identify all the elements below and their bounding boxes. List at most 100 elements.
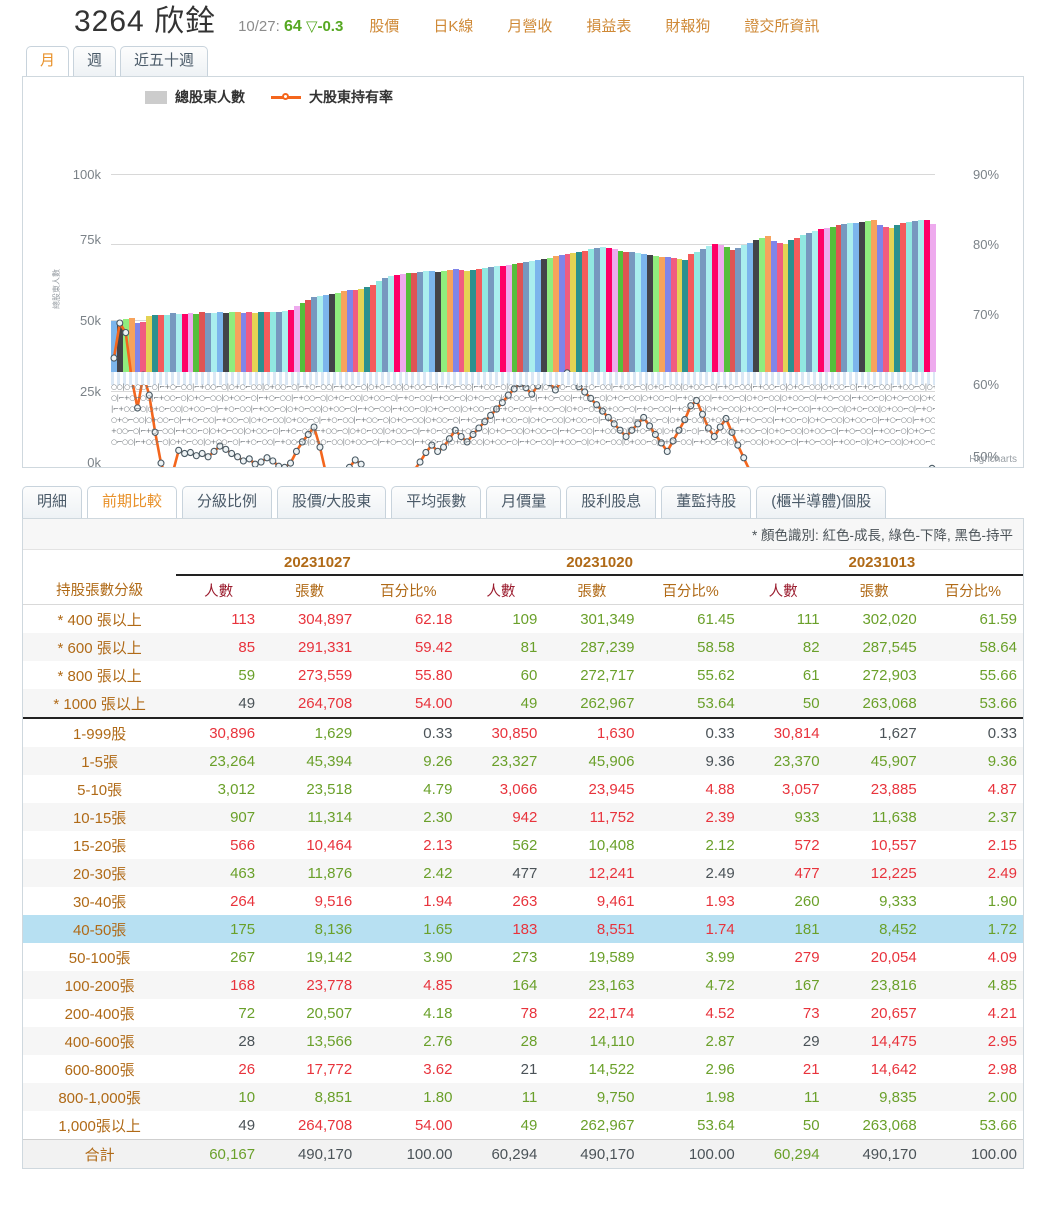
bar-column[interactable] <box>664 257 671 372</box>
nav-link-statementdog[interactable]: 財報狗 <box>665 18 711 35</box>
line-marker[interactable] <box>435 448 441 454</box>
bar-column[interactable] <box>399 274 406 372</box>
bar-column[interactable] <box>281 311 288 372</box>
detail-tab-3[interactable]: 股價/大股東 <box>277 486 387 518</box>
line-marker[interactable] <box>111 355 117 361</box>
line-marker[interactable] <box>482 419 488 425</box>
line-marker[interactable] <box>735 442 741 448</box>
bar-column[interactable] <box>617 250 624 372</box>
bar-column[interactable] <box>175 313 182 372</box>
line-marker[interactable] <box>417 459 423 465</box>
bar-column[interactable] <box>122 318 129 372</box>
bar-column[interactable] <box>417 272 424 372</box>
bar-column[interactable] <box>647 254 653 372</box>
bar-column[interactable] <box>434 271 441 372</box>
bar-column[interactable] <box>582 250 589 372</box>
bar-column[interactable] <box>605 248 612 372</box>
bar-column[interactable] <box>535 259 542 372</box>
line-marker[interactable] <box>199 450 205 456</box>
bar-column[interactable] <box>405 273 412 372</box>
line-marker[interactable] <box>652 431 658 437</box>
bar-column[interactable] <box>641 254 648 372</box>
line-marker[interactable] <box>182 450 188 456</box>
line-marker[interactable] <box>464 439 470 445</box>
bar-column[interactable] <box>817 229 824 372</box>
line-marker[interactable] <box>700 411 706 417</box>
tab-last-50-weeks[interactable]: 近五十週 <box>120 46 209 76</box>
bar-column[interactable] <box>652 255 659 372</box>
bar-column[interactable] <box>594 248 600 372</box>
bar-column[interactable] <box>488 267 494 372</box>
bar-column[interactable] <box>794 237 801 372</box>
bar-column[interactable] <box>358 288 365 372</box>
line-marker[interactable] <box>747 467 753 468</box>
line-marker[interactable] <box>599 408 605 414</box>
table-row[interactable]: 20-30張 463 11,876 2.42 477 12,241 2.49 477 12,22… <box>23 859 1023 887</box>
line-marker[interactable] <box>252 461 258 467</box>
bar-column[interactable] <box>758 237 765 372</box>
line-marker[interactable] <box>446 436 452 442</box>
bar-column[interactable] <box>505 264 512 372</box>
bar-column[interactable] <box>287 309 294 372</box>
bar-column[interactable] <box>258 312 265 372</box>
line-marker[interactable] <box>135 405 141 411</box>
line-marker[interactable] <box>193 453 199 459</box>
line-marker[interactable] <box>588 395 594 401</box>
table-row[interactable]: 40-50張 175 8,136 1.65 183 8,551 1.74 181 8,452 1.… <box>23 915 1023 943</box>
table-row[interactable]: 400-600張 28 13,566 2.76 28 14,110 2.87 29 14,475… <box>23 1027 1023 1055</box>
bar-column[interactable] <box>352 289 359 372</box>
bar-column[interactable] <box>776 242 783 372</box>
bar-column[interactable] <box>806 232 812 372</box>
bar-column[interactable] <box>464 270 471 372</box>
bar-column[interactable] <box>411 272 418 372</box>
shareholder-chart-panel[interactable]: 總股東人數 100k 75k 50k 25k 0k 90% 80% 70% 60… <box>22 76 1024 468</box>
table-row[interactable]: 50-100張 267 19,142 3.90 273 19,589 3.99 279 20,0… <box>23 943 1023 971</box>
nav-link-monthly-revenue[interactable]: 月營收 <box>507 18 553 35</box>
bar-column[interactable] <box>717 244 724 372</box>
bar-column[interactable] <box>181 314 188 372</box>
line-marker[interactable] <box>211 448 217 454</box>
table-row[interactable]: 15-20張 566 10,464 2.13 562 10,408 2.12 572 10,55… <box>23 831 1023 859</box>
table-row[interactable]: 30-40張 264 9,516 1.94 263 9,461 1.93 260 9,333 1.… <box>23 887 1023 915</box>
table-row[interactable]: 1-5張 23,264 45,394 9.26 23,327 45,906 9.36 23,3… <box>23 747 1023 775</box>
detail-tab-5[interactable]: 月價量 <box>486 486 562 518</box>
bar-column[interactable] <box>753 240 759 372</box>
bar-column[interactable] <box>228 312 235 372</box>
bar-column[interactable] <box>517 262 524 372</box>
bar-column[interactable] <box>364 287 371 372</box>
detail-tab-0[interactable]: 明細 <box>22 486 83 518</box>
bar-column[interactable] <box>440 270 447 372</box>
bar-column[interactable] <box>823 227 830 372</box>
bar-column[interactable] <box>741 245 748 372</box>
bar-column[interactable] <box>588 249 595 372</box>
bar-column[interactable] <box>611 249 618 372</box>
line-marker[interactable] <box>235 454 241 460</box>
table-row[interactable]: * 400 張以上 113 304,897 62.18 109 301,349 61.45 1… <box>23 605 1023 634</box>
line-marker[interactable] <box>276 463 282 468</box>
line-marker[interactable] <box>635 421 641 427</box>
bar-column[interactable] <box>670 258 677 372</box>
bar-column[interactable] <box>169 313 176 372</box>
line-marker[interactable] <box>676 427 682 433</box>
line-marker[interactable] <box>617 427 623 433</box>
table-row[interactable]: 600-800張 26 17,772 3.62 21 14,522 2.96 21 14,642… <box>23 1055 1023 1083</box>
line-marker[interactable] <box>929 465 935 468</box>
line-marker[interactable] <box>682 417 688 423</box>
line-marker[interactable] <box>729 429 735 435</box>
line-marker[interactable] <box>505 392 511 398</box>
line-marker[interactable] <box>594 402 600 408</box>
bar-column[interactable] <box>323 294 329 372</box>
line-marker[interactable] <box>441 444 447 450</box>
bar-column[interactable] <box>134 322 141 372</box>
bar-column[interactable] <box>293 306 300 372</box>
bar-column[interactable] <box>729 250 736 372</box>
line-marker[interactable] <box>264 455 270 461</box>
bar-column[interactable] <box>222 313 229 372</box>
bar-column[interactable] <box>499 265 506 372</box>
bar-column[interactable] <box>240 312 247 372</box>
bar-column[interactable] <box>700 248 706 372</box>
bar-column[interactable] <box>270 312 276 372</box>
detail-tab-2[interactable]: 分級比例 <box>182 486 273 518</box>
bar-column[interactable] <box>458 270 465 372</box>
bar-column[interactable] <box>429 270 435 372</box>
